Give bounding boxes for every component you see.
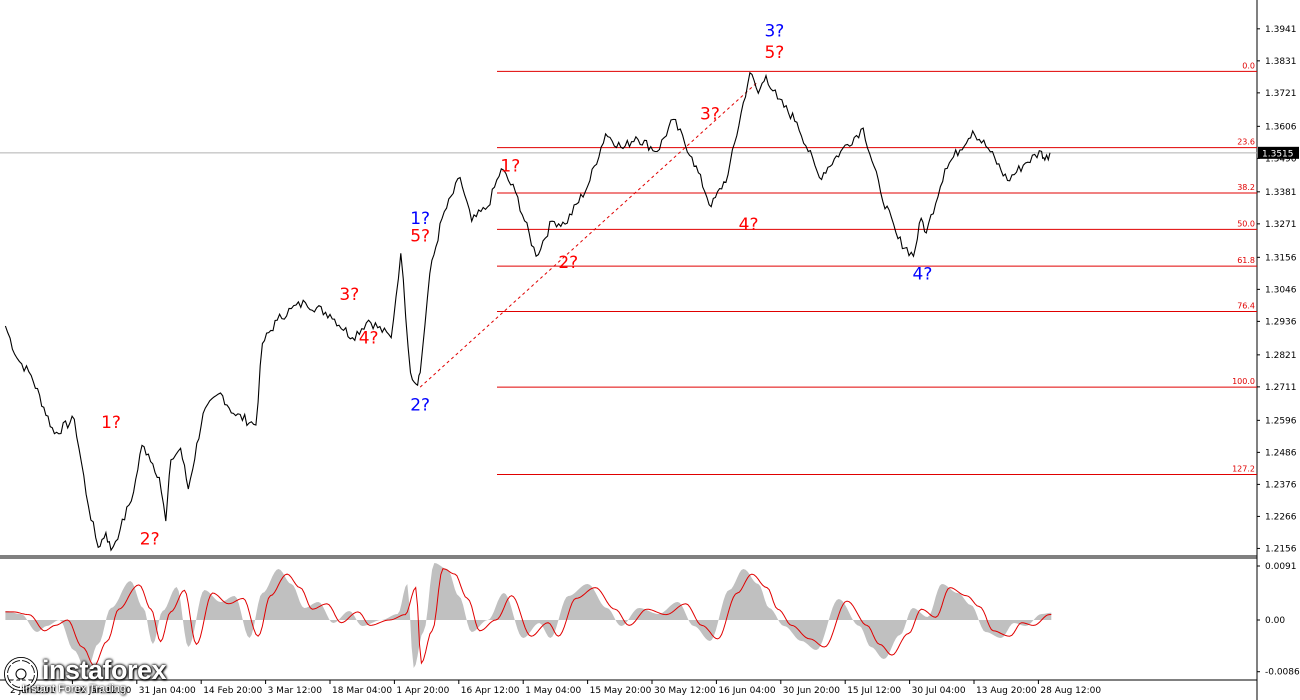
wave-label-11: 3?	[764, 21, 784, 41]
wave-label-9: 3?	[700, 104, 720, 124]
oscillator-signal-line	[5, 568, 1052, 667]
price-axis-label-14: 1.2376	[1265, 480, 1297, 490]
wave-label-4: 1?	[410, 209, 430, 229]
price-axis-label-7: 1.3156	[1265, 253, 1297, 263]
price-axis-label-6: 1.3271	[1265, 220, 1297, 230]
wave-label-6: 2?	[410, 395, 430, 415]
price-axis-label-9: 1.2936	[1265, 317, 1297, 327]
price-axis-label-13: 1.2486	[1265, 448, 1297, 458]
wave-label-5: 5?	[410, 227, 430, 247]
price-axis-label-16: 1.2156	[1265, 544, 1297, 554]
osc-axis-label-0: 0.0091	[1265, 562, 1297, 572]
time-axis-label-10: 30 May 12:00	[654, 686, 716, 696]
price-axis-label-5: 1.3381	[1265, 188, 1297, 198]
current-price-box	[1258, 146, 1299, 159]
time-axis-label-5: 18 Mar 04:00	[332, 686, 392, 696]
osc-axis-label-1: 0.00	[1265, 616, 1285, 626]
wave-label-2: 3?	[339, 285, 359, 305]
fib-level-label-5: 76.4	[1237, 301, 1255, 310]
fib-level-label-1: 23.6	[1237, 138, 1255, 147]
wave-label-3: 4?	[359, 328, 379, 348]
price-axis-label-12: 1.2596	[1265, 416, 1297, 426]
time-axis-label-1: 16 Jan 12:00	[74, 686, 131, 696]
fib-level-label-3: 50.0	[1237, 219, 1255, 228]
price-axis-label-3: 1.3606	[1265, 122, 1297, 132]
price-axis-label-4: 1.3496	[1265, 154, 1297, 164]
current-price-label: 1.3515	[1262, 149, 1294, 159]
price-axis-label-15: 1.2266	[1265, 512, 1297, 522]
wave-label-1: 2?	[140, 529, 160, 549]
fib-level-label-6: 100.0	[1232, 377, 1255, 386]
fib-level-label-7: 127.2	[1232, 464, 1255, 473]
time-axis-label-12: 30 Jun 20:00	[783, 686, 840, 696]
time-axis-label-15: 13 Aug 20:00	[976, 686, 1037, 696]
wave-label-10: 4?	[739, 215, 759, 235]
logo-brand: instaforex	[42, 655, 167, 685]
osc-axis-label-2: -0.00862	[1265, 668, 1300, 678]
time-axis-label-13: 15 Jul 12:00	[847, 686, 901, 696]
wave-label-0: 1?	[101, 413, 121, 433]
time-axis-label-14: 30 Jul 04:00	[912, 686, 966, 696]
logo-mark-icon	[4, 657, 38, 691]
time-axis-label-6: 1 Apr 20:00	[396, 686, 449, 696]
price-axis-label-2: 1.3721	[1265, 89, 1297, 99]
fib-level-label-2: 38.2	[1237, 183, 1255, 192]
time-axis-label-0: 2 Jan 2:00	[10, 686, 56, 696]
time-axis-label-8: 1 May 04:00	[525, 686, 581, 696]
wave-label-8: 2?	[558, 253, 578, 273]
price-axis-label-1: 1.3831	[1265, 57, 1297, 67]
fib-level-label-4: 61.8	[1237, 256, 1255, 265]
wave-label-13: 4?	[913, 264, 933, 284]
time-axis-label-11: 16 Jun 04:00	[718, 686, 775, 696]
time-axis-label-3: 14 Feb 20:00	[203, 686, 262, 696]
instaforex-logo: instaforex Instant Forex Trading	[4, 655, 179, 697]
time-axis-label-4: 3 Mar 12:00	[268, 686, 323, 696]
time-axis-label-9: 15 May 20:00	[590, 686, 652, 696]
time-axis-label-7: 16 Apr 12:00	[461, 686, 520, 696]
wave-trendline	[419, 81, 759, 388]
time-axis-label-2: 31 Jan 04:00	[139, 686, 196, 696]
price-axis-label-8: 1.3046	[1265, 285, 1297, 295]
wave-label-12: 5?	[764, 43, 784, 63]
price-series-line	[4, 71, 1051, 552]
logo-tagline: Instant Forex Trading	[22, 683, 126, 695]
wave-label-7: 1?	[500, 157, 520, 177]
price-axis-label-10: 1.2821	[1265, 351, 1297, 361]
fib-level-label-0: 0.0	[1242, 61, 1255, 70]
oscillator-histogram	[5, 563, 1052, 671]
price-axis-label-11: 1.2711	[1265, 383, 1297, 393]
time-axis-label-16: 28 Aug 12:00	[1040, 686, 1101, 696]
price-axis-label-0: 1.3941	[1265, 25, 1297, 35]
